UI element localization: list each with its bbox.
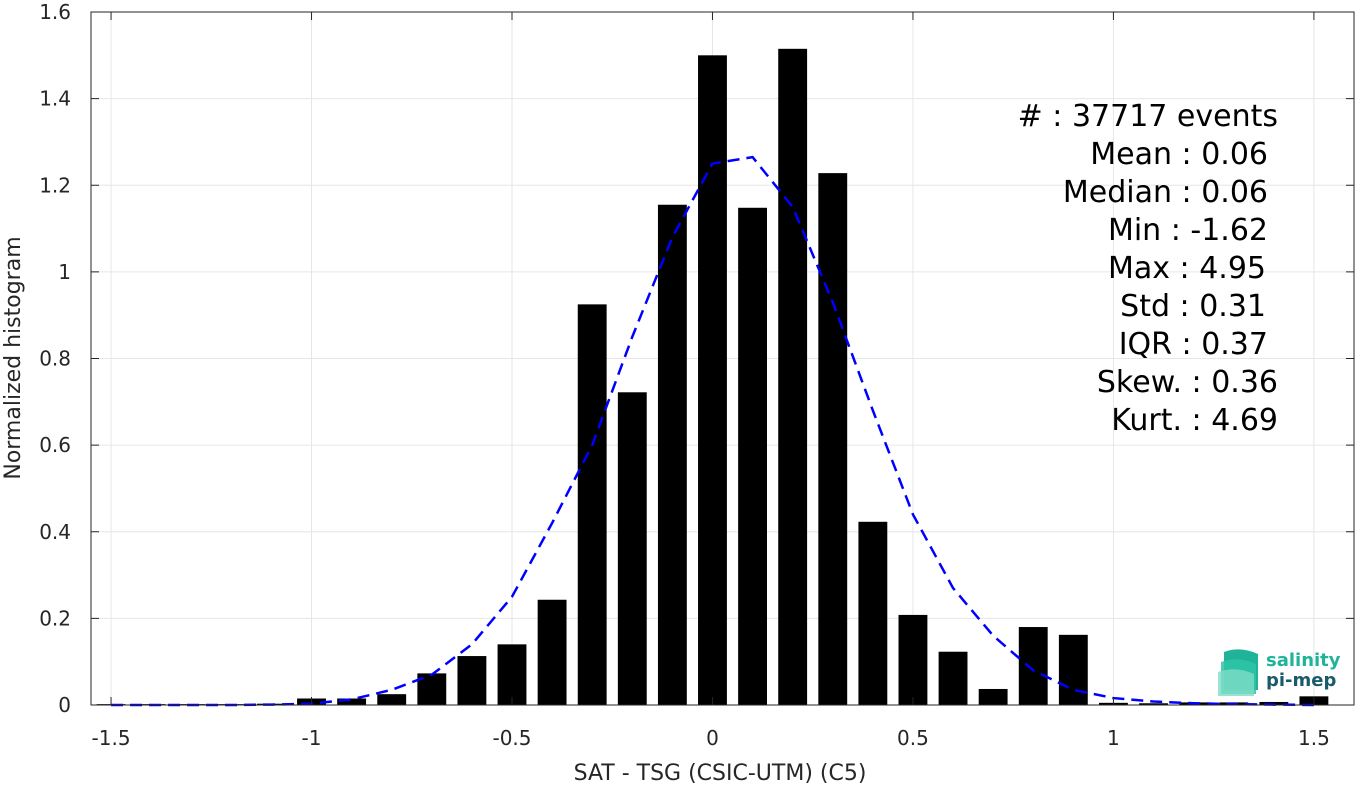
histogram-bars [96,48,1329,706]
stats-line: # : 37717 events [1018,99,1278,134]
y-tick-label: 0.2 [39,606,71,630]
histogram-bar [818,173,848,705]
logo-line2: pi-mep [1266,670,1336,691]
histogram-bar [1018,627,1048,705]
x-axis-ticks: -1.5 -1 -0.5 0 0.5 1 1.5 [92,12,1330,750]
histogram-bar [938,651,968,705]
histogram-bar [577,304,607,705]
y-tick-label: 1.2 [39,173,71,197]
histogram-bar [978,688,1008,705]
histogram-bar [537,599,567,705]
stats-line: IQR : 0.37 [1119,327,1268,362]
x-tick-label: -1.5 [92,726,131,750]
y-tick-label: 1.4 [39,87,71,111]
stats-line: Std : 0.31 [1120,289,1266,324]
y-tick-label: 1.6 [39,0,71,24]
x-tick-label: 1 [1107,726,1120,750]
x-tick-label: -0.5 [492,726,531,750]
logo-line1: salinity [1266,650,1341,671]
stats-line: Skew. : 0.36 [1097,365,1278,400]
histogram-bar [617,392,647,705]
histogram-bar [738,207,768,705]
histogram-bar [858,521,888,705]
x-tick-label: -1 [302,726,322,750]
x-tick-label: 0 [706,726,719,750]
histogram-bar [377,694,407,705]
y-axis-title: Normalized histogram [1,236,26,479]
stats-line: Min : -1.62 [1108,213,1268,248]
histogram-bar [457,656,487,705]
histogram-bar [1139,703,1168,705]
stats-line: Max : 4.95 [1108,251,1266,286]
stats-line: Mean : 0.06 [1090,137,1268,172]
salinity-pi-mep-logo: salinity pi-mep [1218,649,1341,696]
x-tick-label: 1.5 [1298,726,1330,750]
histogram-bar [778,48,808,706]
x-axis-title: SAT - TSG (CSIC-UTM) (C5) [574,761,867,785]
histogram-bar [898,614,928,705]
y-tick-label: 0.4 [39,520,71,544]
y-tick-label: 0.8 [39,347,71,371]
histogram-bar [657,204,687,705]
y-tick-label: 0 [58,693,71,717]
stats-line: Median : 0.06 [1063,175,1268,210]
stats-line: Kurt. : 4.69 [1111,403,1278,438]
y-axis-ticks: 0 0.2 0.4 0.6 0.8 1 1.2 1.4 1.6 [39,0,1354,717]
histogram-bar [337,698,367,705]
y-tick-label: 1 [58,260,71,284]
histogram-bar [1058,634,1088,705]
histogram-bar [497,644,527,705]
y-tick-label: 0.6 [39,433,71,457]
logo-wave-icon [1218,649,1258,696]
histogram-bar [698,55,727,705]
x-tick-label: 0.5 [897,726,929,750]
